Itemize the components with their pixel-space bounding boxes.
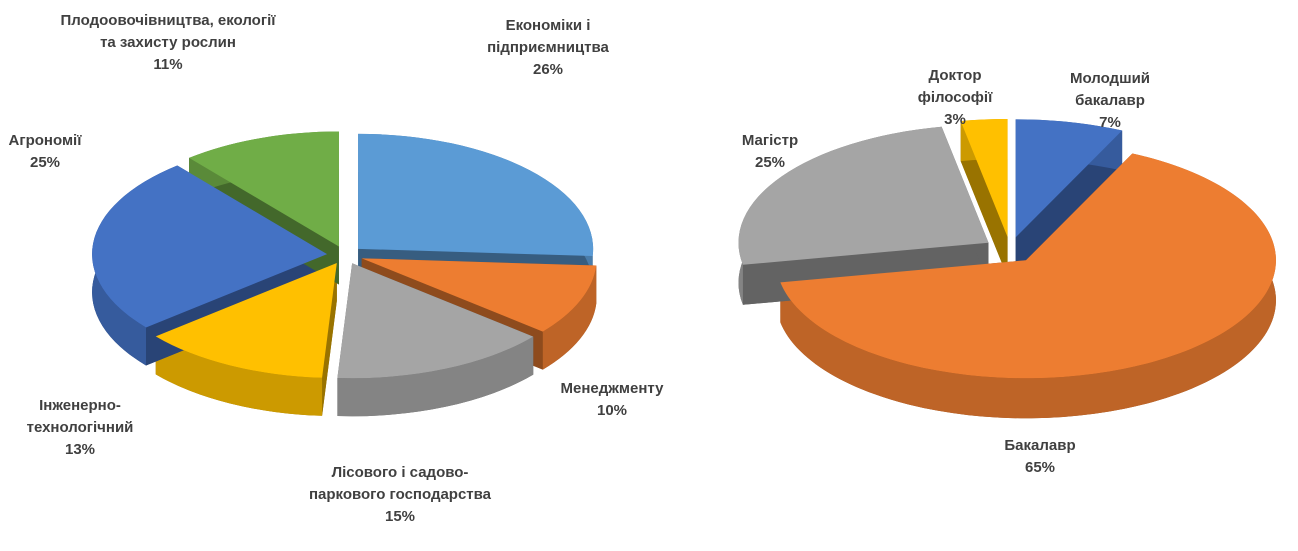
percent-label: 7%: [1099, 114, 1121, 131]
slice: [361, 258, 597, 332]
data-label: Молодший бакалавр 7%: [1040, 68, 1180, 134]
percent-label: 11%: [153, 56, 183, 73]
category-label: Агрономії: [8, 132, 82, 149]
slice: [337, 263, 534, 379]
percent-label: 25%: [754, 154, 786, 171]
percent-label: 3%: [944, 111, 966, 128]
percent-label: 13%: [64, 441, 96, 458]
slice: [358, 133, 594, 257]
data-label: Доктор філософії 3%: [895, 65, 1015, 131]
data-label: Бакалавр 65%: [970, 435, 1110, 479]
category-label: Доктор філософії: [917, 67, 993, 106]
percent-label: 26%: [532, 61, 564, 78]
data-label: Плодоовочівництва, екології та захисту р…: [53, 10, 283, 76]
slice: [155, 263, 337, 378]
slice: [1015, 119, 1123, 238]
slice: [780, 153, 1276, 379]
category-label: Менеджменту: [560, 380, 664, 397]
category-label: Молодший бакалавр: [1069, 70, 1151, 109]
slice: [92, 165, 328, 328]
data-label: Магістр 25%: [720, 130, 820, 174]
slice-side: [542, 265, 597, 370]
slice-side: [155, 336, 323, 416]
category-label: Магістр: [741, 132, 799, 149]
slice: [960, 119, 1008, 238]
percent-label: 15%: [384, 508, 416, 525]
data-label: Лісового і садово-паркового господарства…: [305, 462, 495, 528]
category-label: Лісового і садово-паркового господарства: [308, 464, 492, 503]
category-label: Плодоовочівництва, екології та захисту р…: [60, 12, 276, 51]
slice: [189, 131, 339, 247]
data-label: Менеджменту 10%: [532, 378, 692, 422]
data-label: Інженерно-технологічний 13%: [0, 395, 165, 461]
category-label: Інженерно-технологічний: [26, 397, 134, 436]
percent-label: 10%: [596, 402, 628, 419]
slice: [738, 126, 989, 265]
data-label: Економіки і підприємництва 26%: [463, 15, 633, 81]
data-label: Агрономії 25%: [0, 130, 105, 174]
category-label: Бакалавр: [1004, 437, 1076, 454]
percent-label: 65%: [1024, 459, 1056, 476]
slice-side: [337, 336, 534, 417]
category-label: Економіки і підприємництва: [487, 17, 609, 56]
slice-edge: [1015, 130, 1123, 278]
percent-label: 25%: [29, 154, 61, 171]
